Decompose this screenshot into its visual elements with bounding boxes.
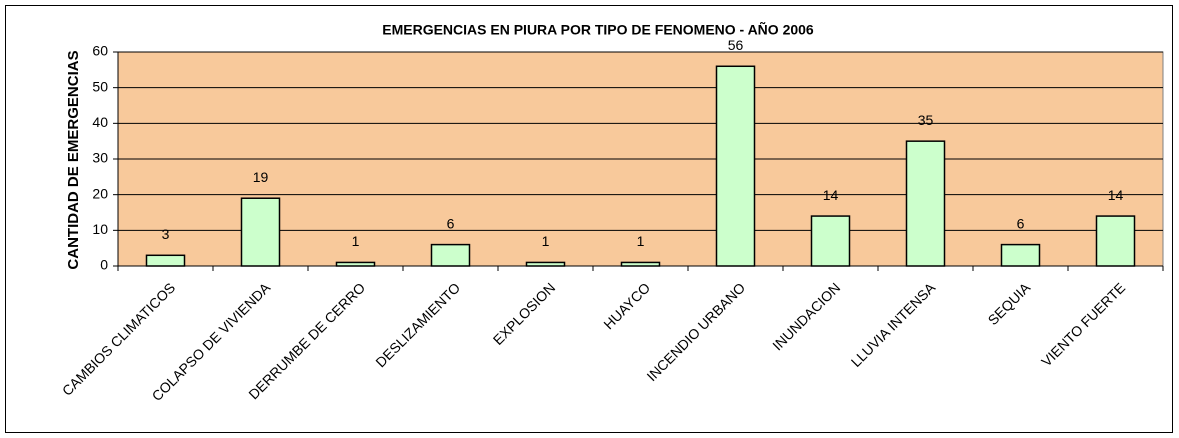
bar xyxy=(335,261,376,267)
y-tick-label: 60 xyxy=(92,43,108,59)
bar xyxy=(525,261,566,267)
data-label: 3 xyxy=(162,226,170,242)
bar xyxy=(240,197,281,267)
bar xyxy=(905,140,946,267)
y-tick-label: 30 xyxy=(92,150,108,166)
bar xyxy=(810,215,851,267)
y-axis-label: CANTIDAD DE EMERGENCIAS xyxy=(65,50,82,269)
chart-title: EMERGENCIAS EN PIURA POR TIPO DE FENOMEN… xyxy=(382,21,814,38)
data-label: 1 xyxy=(352,233,360,249)
data-label: 14 xyxy=(1108,187,1124,203)
data-label: 35 xyxy=(918,112,934,128)
bar xyxy=(620,261,661,267)
y-tick-label: 20 xyxy=(92,185,108,201)
bar xyxy=(145,254,186,267)
bar xyxy=(1000,243,1041,267)
data-label: 14 xyxy=(823,187,839,203)
data-label: 1 xyxy=(637,233,645,249)
y-tick-label: 50 xyxy=(92,78,108,94)
data-label: 6 xyxy=(447,215,455,231)
bar xyxy=(430,243,471,267)
bar xyxy=(1095,215,1136,267)
y-tick-label: 10 xyxy=(92,221,108,237)
data-label: 6 xyxy=(1017,215,1025,231)
bar xyxy=(715,65,756,267)
y-tick-label: 0 xyxy=(100,257,108,273)
y-tick-label: 40 xyxy=(92,114,108,130)
data-label: 56 xyxy=(728,37,744,53)
data-label: 1 xyxy=(542,233,550,249)
data-label: 19 xyxy=(253,169,269,185)
